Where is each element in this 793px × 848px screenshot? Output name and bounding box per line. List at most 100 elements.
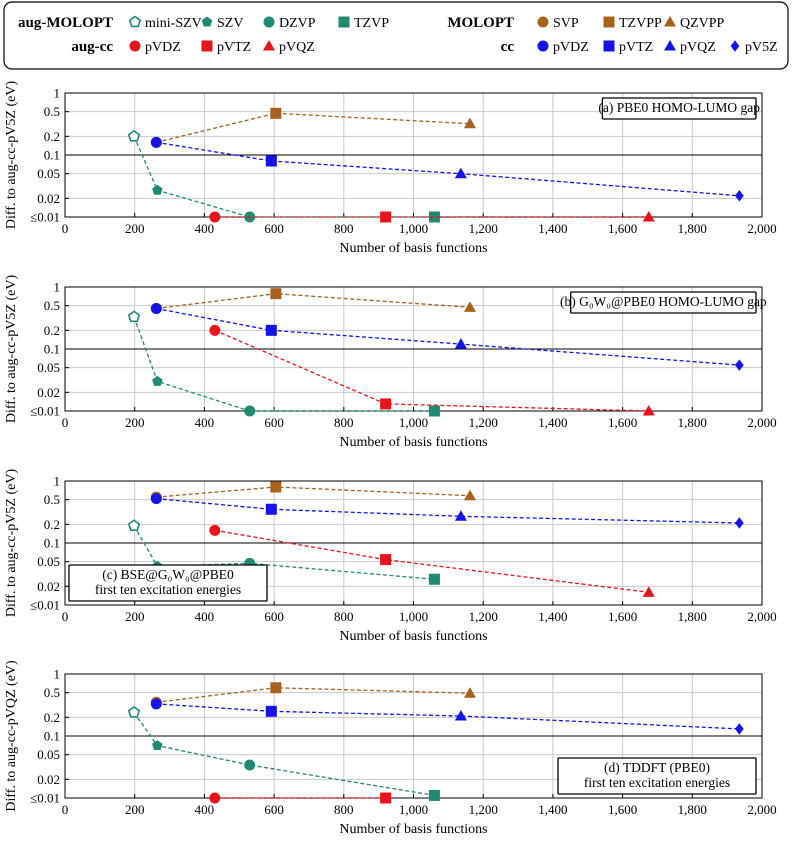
series-line-cc bbox=[156, 497, 740, 524]
legend-box bbox=[3, 1, 789, 70]
data-point-aug-cc bbox=[209, 324, 221, 336]
y-tick-label: 0.2 bbox=[44, 129, 60, 144]
x-tick-label: 400 bbox=[195, 221, 215, 236]
x-axis-label: Number of basis functions bbox=[339, 435, 487, 450]
data-point-aug-molopt bbox=[244, 759, 256, 771]
y-tick-label: 0.1 bbox=[44, 729, 60, 744]
data-point-cc bbox=[150, 303, 162, 315]
x-axis-label: Number of basis functions bbox=[339, 822, 487, 837]
series-line-molopt bbox=[156, 687, 471, 703]
y-tick-label: 0.05 bbox=[37, 166, 60, 181]
data-point-molopt bbox=[270, 682, 282, 694]
x-tick-label: 400 bbox=[195, 415, 215, 430]
x-tick-label: 1,400 bbox=[538, 802, 567, 817]
x-tick-label: 1,200 bbox=[469, 802, 498, 817]
data-point-aug-cc bbox=[380, 398, 392, 410]
data-point-cc bbox=[265, 324, 277, 336]
data-point-cc bbox=[150, 136, 162, 148]
legend-group-title: cc bbox=[501, 39, 515, 55]
panel-title: (b) G₀W₀@PBE0 HOMO-LUMO gap bbox=[560, 294, 767, 309]
y-tick-label: 0.05 bbox=[37, 747, 60, 762]
panel-title: (a) PBE0 HOMO-LUMO gap bbox=[598, 100, 760, 115]
legend-entry-label: mini-SZV bbox=[145, 16, 202, 31]
x-tick-label: 1,800 bbox=[678, 609, 707, 624]
x-tick-label: 200 bbox=[125, 609, 145, 624]
y-axis-label: Diff. to aug-cc-pV5Z (eV) bbox=[4, 469, 19, 618]
x-axis-label: Number of basis functions bbox=[339, 241, 487, 256]
legend-entry-label: pVDZ bbox=[553, 40, 589, 55]
legend-entry-label: SZV bbox=[217, 16, 243, 31]
panel-title: first ten excitation energies bbox=[95, 582, 241, 597]
chart-panel-c: 0 200 400 600 800 1,000 1,200 1,400 1,600 1,800 2,… bbox=[4, 469, 777, 644]
y-tick-label: ≤0.01 bbox=[30, 598, 60, 613]
data-point-molopt bbox=[463, 687, 477, 698]
series-line-cc bbox=[156, 307, 740, 366]
x-tick-label: 2,000 bbox=[747, 609, 776, 624]
legend-entry-label: pVTZ bbox=[619, 40, 653, 55]
y-tick-label: 1 bbox=[54, 474, 61, 489]
x-tick-label: 2,000 bbox=[747, 802, 776, 817]
data-point-aug-cc bbox=[209, 792, 221, 804]
series-line-aug-molopt bbox=[133, 712, 435, 797]
data-point-aug-cc bbox=[209, 524, 221, 536]
legend-entry-label: pVQZ bbox=[279, 40, 315, 55]
x-tick-label: 1,400 bbox=[538, 221, 567, 236]
series-line-molopt bbox=[156, 112, 471, 143]
x-tick-label: 1,600 bbox=[608, 609, 637, 624]
data-point-aug-cc bbox=[380, 211, 392, 223]
panel-title-box bbox=[68, 564, 268, 602]
data-point-aug-molopt bbox=[428, 405, 440, 417]
y-tick-label: 0.02 bbox=[37, 772, 60, 787]
y-axis-label: Diff. to aug-cc-pV5Z (eV) bbox=[4, 275, 19, 424]
y-tick-label: 0.05 bbox=[37, 360, 60, 375]
legend: aug-MOLOPT mini-SZV SZV DZVP TZVP aug-cc pVDZ p… bbox=[3, 1, 789, 70]
legend-marker-pentagon bbox=[201, 16, 213, 27]
data-point-aug-cc bbox=[209, 211, 221, 223]
data-point-aug-molopt bbox=[152, 740, 163, 751]
y-tick-label: 1 bbox=[54, 667, 61, 682]
legend-marker-circle bbox=[537, 40, 549, 52]
y-tick-label: 0.02 bbox=[37, 191, 60, 206]
y-tick-label: 0.2 bbox=[44, 323, 60, 338]
chart-panel-d: 0 200 400 600 800 1,000 1,200 1,400 1,600 1,800 2,… bbox=[4, 660, 777, 837]
x-tick-label: 800 bbox=[334, 609, 354, 624]
legend-marker-square bbox=[603, 16, 615, 28]
y-tick-label: 0.5 bbox=[44, 298, 60, 313]
chart-panel-a: 0 200 400 600 800 1,000 1,200 1,400 1,600 1,800 2,… bbox=[4, 81, 777, 256]
chart-panel-b: 0 200 400 600 800 1,000 1,200 1,400 1,600 1,800 2,… bbox=[4, 275, 777, 450]
y-tick-label: 0.02 bbox=[37, 579, 60, 594]
legend-marker-triangle bbox=[262, 39, 276, 51]
data-point-cc bbox=[454, 510, 467, 521]
series-line-molopt bbox=[156, 293, 471, 310]
x-tick-label: 800 bbox=[334, 802, 354, 817]
x-tick-label: 1,000 bbox=[399, 802, 428, 817]
y-axis-label: Diff. to aug-cc-pV5Z (eV) bbox=[4, 81, 19, 230]
y-tick-label: 1 bbox=[54, 86, 61, 101]
legend-entry-label: pVQZ bbox=[680, 40, 716, 55]
data-point-aug-cc bbox=[642, 210, 655, 222]
legend-entry-label: QZVPP bbox=[680, 16, 725, 31]
data-point-aug-cc bbox=[642, 586, 655, 597]
data-point-aug-molopt bbox=[127, 310, 141, 323]
x-tick-label: 0 bbox=[62, 609, 69, 624]
data-point-molopt bbox=[270, 288, 282, 300]
x-tick-label: 1,600 bbox=[608, 802, 637, 817]
data-point-aug-molopt bbox=[127, 519, 141, 531]
x-tick-label: 1,800 bbox=[678, 802, 707, 817]
legend-marker-square bbox=[201, 40, 213, 52]
legend-marker-circle bbox=[129, 40, 141, 52]
x-tick-label: 600 bbox=[264, 415, 284, 430]
data-point-aug-cc bbox=[380, 554, 392, 566]
x-tick-label: 800 bbox=[334, 415, 354, 430]
data-point-cc bbox=[735, 189, 744, 202]
data-point-molopt bbox=[463, 489, 477, 501]
y-tick-label: 0.5 bbox=[44, 104, 60, 119]
x-tick-label: 1,800 bbox=[678, 415, 707, 430]
series-line-cc bbox=[156, 703, 740, 730]
x-tick-label: 1,400 bbox=[538, 415, 567, 430]
y-tick-label: 0.5 bbox=[44, 685, 60, 700]
series-line-aug-molopt bbox=[133, 316, 435, 412]
legend-marker-pentagon-open bbox=[128, 15, 142, 28]
legend-entry-label: pVTZ bbox=[217, 40, 251, 55]
